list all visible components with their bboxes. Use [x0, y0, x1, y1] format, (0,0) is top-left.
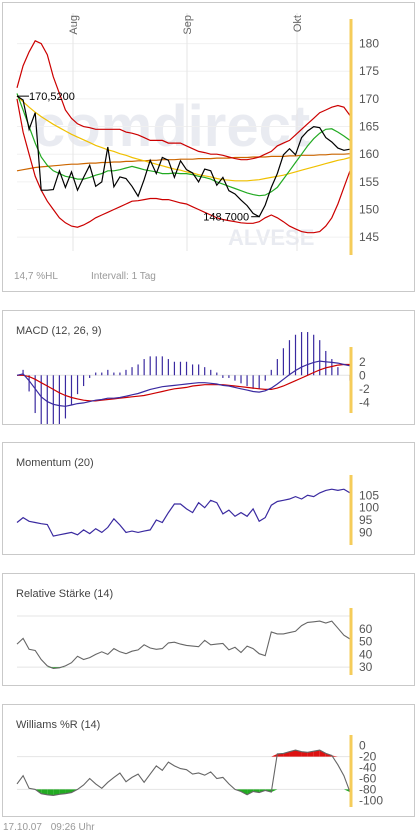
williams-title: Williams %R (14) — [16, 719, 101, 731]
footer-date: 17.10.07 — [3, 822, 42, 833]
macd-line — [16, 360, 351, 407]
williams-oversold-zone — [343, 789, 350, 793]
momentum-ytick: 90 — [359, 525, 373, 539]
rsi-title: Relative Stärke (14) — [16, 588, 114, 600]
main-ytick: 175 — [359, 64, 379, 78]
williams-panel: Williams %R (14) 0 -20 -40 -60 -80 -100 — [2, 704, 415, 817]
bollinger-upper-line — [16, 40, 351, 161]
williams-overbought-zone — [301, 751, 308, 757]
williams-overbought-zone — [319, 750, 326, 757]
macd-ytick: 2 — [359, 355, 366, 369]
williams-oversold-zone — [35, 789, 42, 794]
macd-panel: MACD (12, 26, 9) 2 0 -2 -4 — [2, 310, 415, 425]
williams-oversold-zone — [47, 789, 54, 796]
low-label: 148,7000 — [203, 212, 249, 224]
price-chart: Aug Sep Okt 145 150 155 160 165 170 175 180 170,520… — [16, 13, 379, 255]
main-ytick: 160 — [359, 147, 379, 161]
bollinger-lower-line — [16, 98, 351, 234]
williams-ytick: -20 — [359, 750, 377, 764]
momentum-title: Momentum (20) — [16, 457, 94, 469]
high-label: 170,5200 — [29, 91, 75, 103]
williams-ytick: 0 — [359, 739, 366, 753]
momentum-line — [16, 488, 351, 537]
williams-line — [16, 749, 351, 796]
month-label: Okt — [292, 15, 304, 32]
main-ytick: 170 — [359, 92, 379, 106]
rsi-panel: Relative Stärke (14) 60 50 40 30 — [2, 573, 415, 686]
main-ytick: 155 — [359, 175, 379, 189]
williams-ytick: -100 — [359, 793, 383, 807]
macd-ytick: -4 — [359, 395, 370, 409]
macd-title: MACD (12, 26, 9) — [16, 325, 102, 337]
info-interval: Intervall: 1 Tag — [91, 271, 156, 282]
williams-overbought-zone — [313, 750, 320, 757]
rsi-line — [16, 620, 351, 669]
rsi-ytick: 30 — [359, 660, 373, 674]
momentum-ytick: 100 — [359, 501, 379, 515]
price-chart-panel: comdirect ALVESE Aug Sep Okt 145 150 155 160 16… — [2, 2, 415, 292]
williams-oversold-zone — [234, 789, 242, 792]
ma-orange-line — [16, 153, 351, 172]
ma-green-line — [16, 93, 351, 197]
williams-oversold-zone — [53, 789, 60, 796]
williams-ytick: -80 — [359, 782, 377, 796]
williams-oversold-zone — [271, 789, 278, 793]
ma-yellow-line — [16, 95, 351, 182]
main-ytick: 145 — [359, 230, 379, 244]
month-label: Sep — [182, 15, 194, 35]
price-line — [16, 95, 351, 218]
info-hl: 14,7 %HL — [14, 271, 58, 282]
macd-chart: 20-2-4 — [16, 332, 370, 424]
main-ytick: 150 — [359, 203, 379, 217]
macd-ytick: -2 — [359, 382, 370, 396]
momentum-panel: Momentum (20) 105 100 95 90 — [2, 442, 415, 555]
macd-ytick: 0 — [359, 368, 366, 382]
williams-chart: 0-20-40-60-80-100 — [16, 735, 383, 807]
signal-line — [17, 363, 350, 402]
month-label: Aug — [68, 15, 80, 35]
footer-timestamp: 17.10.07 09:26 Uhr — [3, 822, 95, 833]
main-ytick: 180 — [359, 37, 379, 51]
rsi-ytick: 60 — [359, 622, 373, 636]
rsi-ytick: 40 — [359, 647, 373, 661]
momentum-ytick: 105 — [359, 488, 379, 502]
momentum-ytick: 95 — [359, 513, 373, 527]
williams-oversold-zone — [59, 789, 66, 795]
williams-ytick: -60 — [359, 771, 377, 785]
main-ytick: 165 — [359, 120, 379, 134]
williams-ytick: -40 — [359, 761, 377, 775]
footer-time: 09:26 Uhr — [50, 822, 95, 833]
rsi-ytick: 50 — [359, 635, 373, 649]
